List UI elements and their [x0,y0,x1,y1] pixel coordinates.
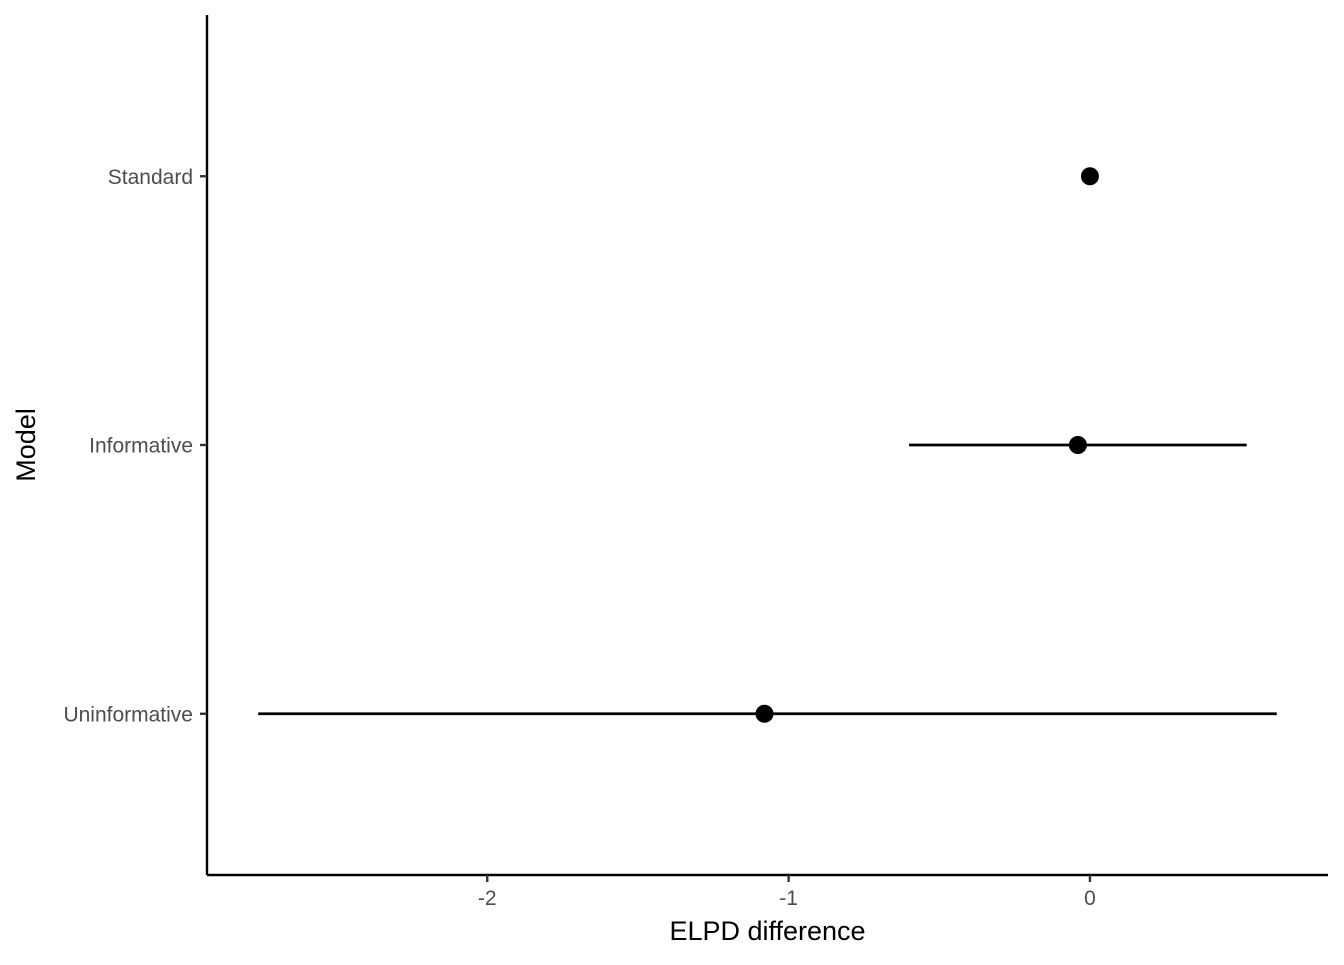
y-tick-label: Uninformative [63,703,193,726]
point-estimate [1080,167,1099,186]
x-tick-label: -2 [478,887,497,910]
marks-layer [258,167,1277,723]
axes-layer: -2 -1 0 Standard Informative Uninformative [63,15,1328,910]
y-tick-label: Informative [89,435,193,458]
point-estimate [755,704,774,723]
y-axis-title: Model [11,408,41,482]
x-axis-title: ELPD difference [669,916,865,946]
y-tick-label: Standard [108,166,193,189]
x-tick-label: -1 [779,887,798,910]
x-tick-label: 0 [1084,887,1096,910]
point-estimate [1068,436,1087,454]
